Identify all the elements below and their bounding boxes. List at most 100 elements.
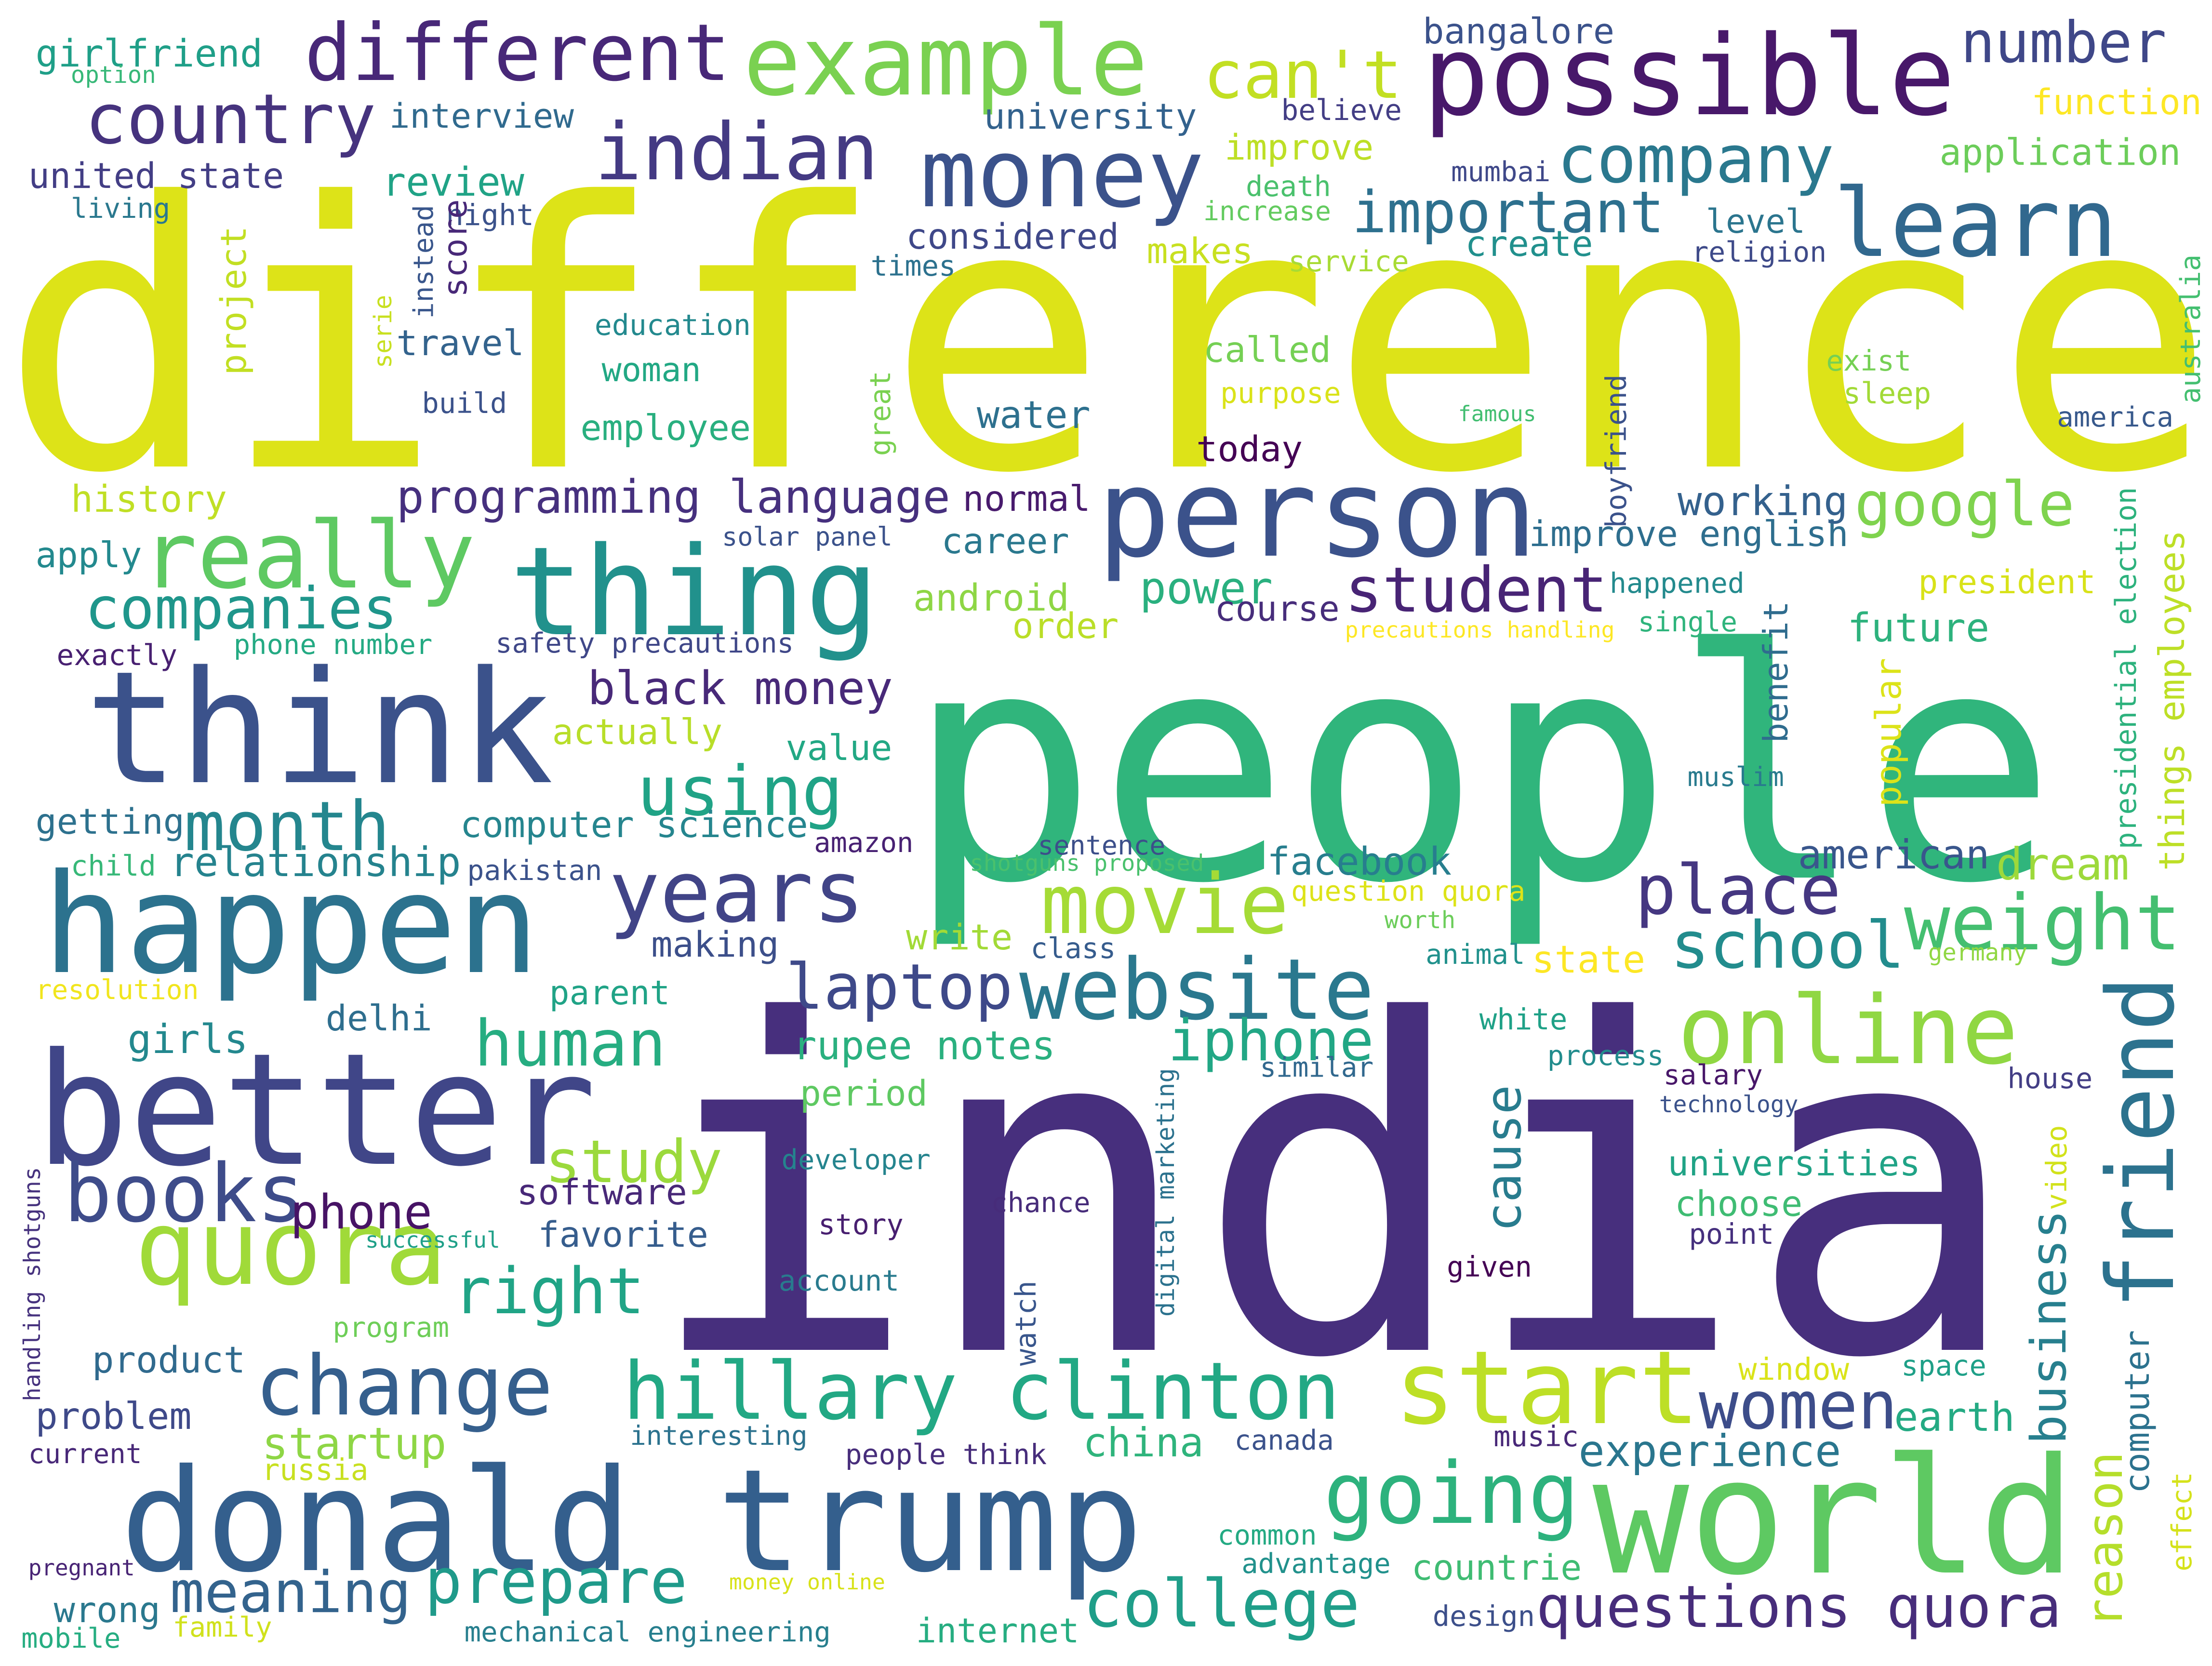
word: facebook [1267, 839, 1452, 884]
word: president [1918, 563, 2096, 601]
word: favorite [538, 1214, 708, 1256]
word: video [2039, 1125, 2073, 1211]
word: option [70, 61, 156, 89]
word: different [304, 8, 731, 99]
word: student [1345, 554, 1608, 627]
word: family [173, 1611, 272, 1643]
word: woman [601, 351, 701, 390]
word: thing [509, 520, 879, 664]
word: girls [127, 1016, 248, 1063]
word: google [1854, 469, 2075, 540]
word: possible [1423, 12, 1956, 141]
word: night [446, 199, 534, 233]
word: handling shotguns [19, 1167, 46, 1402]
word: america [2057, 401, 2173, 434]
word: employee [580, 407, 751, 449]
word: person [1097, 442, 1538, 585]
word: religion [1692, 235, 1827, 268]
word: prepare [425, 1545, 688, 1618]
word: world [1592, 1423, 2076, 1611]
word: pakistan [467, 854, 602, 887]
word: period [800, 1073, 928, 1114]
word: level [1706, 202, 1805, 241]
word: sleep [1843, 377, 1932, 411]
word: solar panel [722, 521, 893, 552]
word: mumbai [1451, 156, 1551, 188]
word: today [1196, 428, 1303, 470]
word: normal [962, 478, 1091, 520]
word: apply [35, 535, 142, 576]
word: course [1214, 588, 1340, 629]
word: order [1012, 606, 1119, 647]
word: pregnant [28, 1555, 135, 1581]
word: countrie [1411, 1547, 1582, 1588]
word: internet [916, 1611, 1079, 1651]
word: think [85, 638, 554, 820]
word: university [984, 96, 1197, 137]
word: money online [729, 1569, 885, 1595]
word: music [1493, 1420, 1579, 1453]
word: human [474, 1007, 666, 1081]
word: getting [35, 801, 185, 842]
word: number [1960, 9, 2167, 76]
word: increase [1203, 196, 1332, 227]
word: indian [594, 107, 879, 198]
word: current [28, 1439, 142, 1470]
word: advantage [1241, 1547, 1391, 1580]
word: child [70, 849, 156, 883]
word: living [70, 193, 171, 225]
word: people [906, 582, 2057, 953]
word: meaning [170, 1559, 412, 1626]
word: water [976, 393, 1091, 437]
word: window [1738, 1352, 1850, 1388]
word: sentence [1038, 830, 1166, 861]
word: really [141, 502, 476, 610]
word: effect [2166, 1472, 2199, 1572]
word: dream [1996, 838, 2130, 890]
word: study [545, 1127, 723, 1196]
word: design [1432, 1599, 1535, 1633]
word: iphone [1168, 1007, 1374, 1074]
word: technology [1659, 1091, 1799, 1118]
word: software [517, 1172, 687, 1213]
word: shotguns proposed [970, 850, 1204, 877]
word: android [913, 577, 1069, 620]
word: actually [552, 712, 723, 753]
word: similar [1260, 1052, 1374, 1084]
word: program [333, 1311, 449, 1344]
word: house [2007, 1062, 2093, 1095]
word: earth [1894, 1394, 2015, 1441]
word: project [213, 226, 255, 375]
word: quora [134, 1187, 447, 1309]
word: computer [2118, 1330, 2158, 1494]
word: point [1689, 1217, 1774, 1251]
word: resolution [35, 974, 199, 1006]
word: working [1677, 477, 1848, 525]
word: can't [1203, 37, 1402, 114]
word: times [870, 249, 956, 282]
word: question quora [1291, 875, 1526, 908]
word: worth [1384, 906, 1456, 934]
word: cause [1475, 1084, 1532, 1232]
word: women [1699, 1368, 1898, 1445]
word: choose [1675, 1183, 1803, 1225]
word: believe [1281, 93, 1402, 127]
word: company [1557, 121, 1834, 199]
word: future [1847, 605, 1990, 652]
word: country [85, 79, 376, 160]
word: phone number [233, 629, 433, 661]
word: black money [587, 661, 893, 715]
word: movie [1040, 856, 1289, 953]
word: startup [262, 1419, 447, 1470]
word: account [778, 1265, 900, 1298]
word: rupee notes [793, 1023, 1056, 1069]
word: computer science [460, 803, 808, 846]
word: girlfriend [35, 32, 263, 76]
word: month [184, 787, 390, 866]
word: amazon [814, 827, 914, 859]
word: school [1670, 907, 1905, 983]
word: website [1019, 941, 1374, 1040]
word: delhi [325, 998, 432, 1039]
word: value [786, 727, 893, 769]
